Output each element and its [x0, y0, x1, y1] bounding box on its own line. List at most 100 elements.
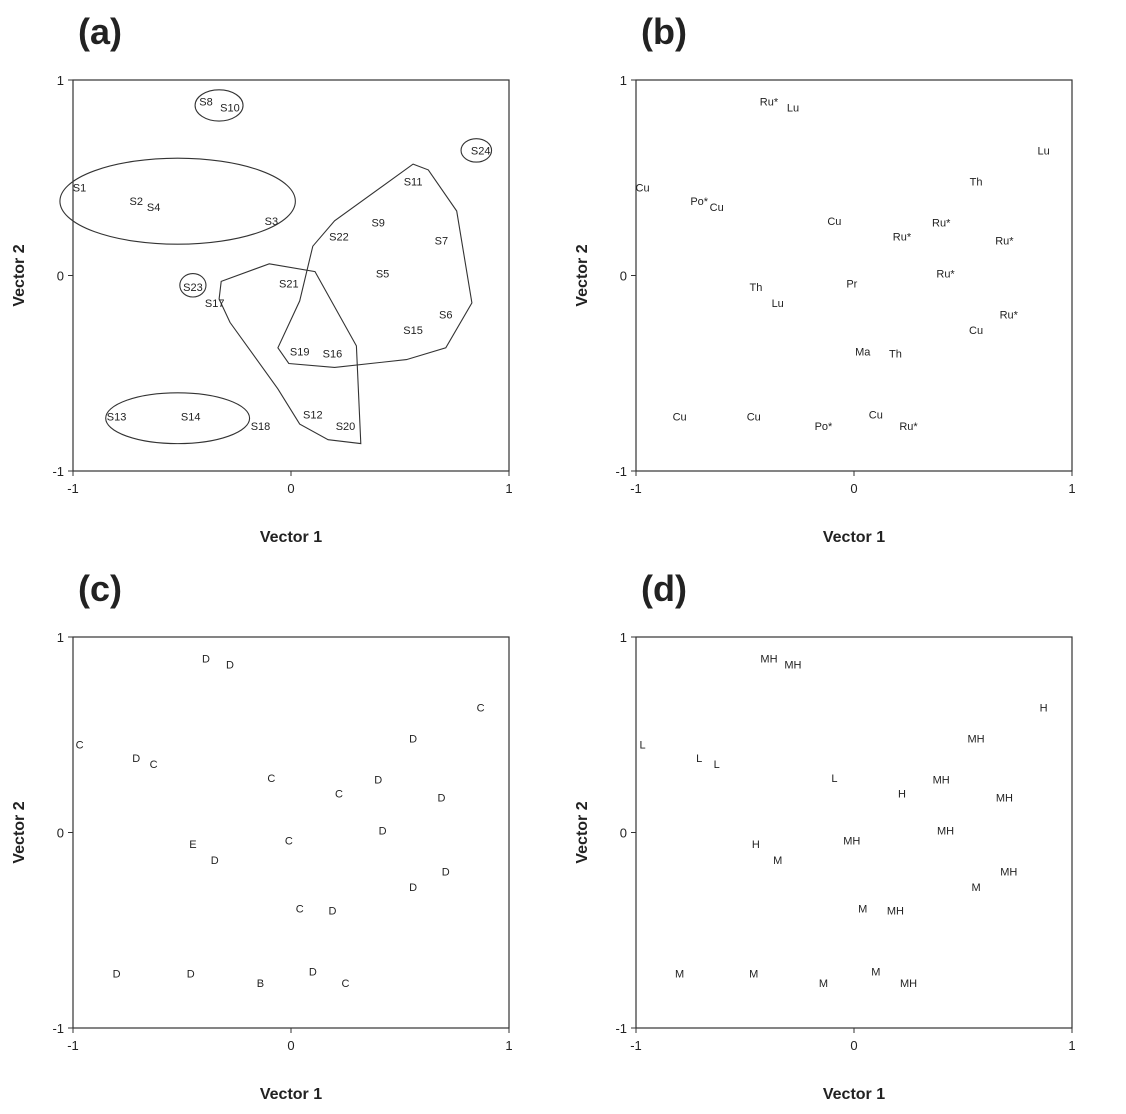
data-point-label: Lu	[787, 102, 799, 114]
data-point-label: S16	[323, 349, 343, 361]
data-point-label: C	[267, 773, 275, 785]
data-point-label: D	[442, 867, 450, 879]
data-point-label: L	[696, 753, 702, 765]
y-tick-label: 0	[620, 826, 627, 841]
data-point-label: D	[379, 826, 387, 838]
data-point-label: Ru*	[936, 269, 955, 281]
data-point-label: S6	[439, 310, 452, 322]
x-tick-label: 0	[287, 1038, 294, 1053]
data-point-label: MH	[843, 835, 860, 847]
cluster-ellipse	[179, 272, 207, 298]
panel-a: (a) -1 0 1 -1 0 1 Vector 1 Vector 2 S8 S10 S24 S1 S2 S…	[0, 0, 563, 557]
data-point-label: Lu	[1038, 145, 1050, 157]
panel-d: (d) -1 0 1 -1 0 1 Vector 1 Vector 2 MH MH H L MH L L L MH…	[563, 557, 1126, 1114]
data-point-label: H	[898, 788, 906, 800]
x-axis-label: Vector 1	[260, 1086, 322, 1103]
data-point-label: S11	[404, 177, 423, 189]
y-axis-label: Vector 2	[574, 801, 591, 863]
data-point-label: MH	[937, 826, 954, 838]
y-tick-label: 1	[57, 73, 64, 88]
data-point-label: Cu	[710, 202, 724, 214]
data-point-label: D	[409, 882, 417, 894]
data-point-label: Po*	[690, 196, 708, 208]
x-tick-label: 1	[505, 481, 512, 496]
data-point-label: MH	[1000, 867, 1017, 879]
y-tick-label: 0	[57, 826, 64, 841]
data-point-label: M	[871, 966, 880, 978]
data-point-label: M	[773, 855, 782, 867]
data-point-label: L	[639, 740, 645, 752]
data-point-label: MH	[784, 659, 801, 671]
data-point-label: Ru*	[899, 421, 918, 433]
x-tick-label: -1	[630, 481, 642, 496]
data-point-label: M	[858, 904, 867, 916]
x-tick-label: -1	[67, 1038, 79, 1053]
panel-label: (b)	[641, 11, 687, 52]
data-point-label: C	[150, 759, 158, 771]
data-point-label: S7	[435, 235, 448, 247]
data-point-label: S9	[371, 218, 384, 230]
y-tick-label: -1	[615, 464, 627, 479]
data-point-label: D	[113, 968, 121, 980]
data-point-label: H	[1040, 702, 1048, 714]
data-point-label: MH	[760, 654, 777, 666]
scatter-plot-b: (b) -1 0 1 -1 0 1 Vector 1 Vector 2 Ru* Lu Lu Cu Th Po…	[574, 11, 1076, 546]
data-point-label: Ru*	[995, 235, 1014, 247]
y-tick-label: -1	[615, 1021, 627, 1036]
cluster-ellipse	[105, 392, 251, 445]
y-tick-label: 1	[620, 630, 627, 645]
plot-frame	[635, 79, 1073, 472]
x-axis-label: Vector 1	[823, 1086, 885, 1103]
y-axis-label: Vector 2	[574, 244, 591, 306]
data-point-label: B	[257, 978, 264, 990]
x-tick-label: 0	[287, 481, 294, 496]
plot-frame	[635, 636, 1073, 1029]
y-axis-label: Vector 2	[11, 801, 28, 863]
data-point-label: Lu	[772, 298, 784, 310]
y-axis-label: Vector 2	[11, 244, 28, 306]
data-point-label: Th	[970, 177, 983, 189]
data-point-label: S13	[107, 411, 127, 423]
data-point-label: Cu	[673, 411, 687, 423]
data-point-label: Cu	[969, 325, 983, 337]
data-point-label: Po*	[815, 421, 833, 433]
data-point-label: S24	[471, 145, 491, 157]
x-tick-label: 0	[850, 481, 857, 496]
data-point-label: S20	[336, 421, 356, 433]
data-point-label: Ru*	[932, 218, 951, 230]
y-tick-label: 0	[620, 269, 627, 284]
panel-label: (d)	[641, 568, 687, 609]
data-point-label: M	[819, 978, 828, 990]
cluster-ellipse	[59, 157, 296, 245]
y-tick-label: 1	[57, 630, 64, 645]
data-point-label: S15	[403, 325, 423, 337]
data-point-label: L	[831, 773, 837, 785]
data-point-label: C	[285, 835, 293, 847]
data-point-label: S5	[376, 269, 389, 281]
data-point-label: D	[409, 734, 417, 746]
data-point-label: S21	[279, 278, 299, 290]
data-point-label: S23	[183, 282, 203, 294]
x-axis-label: Vector 1	[260, 529, 322, 546]
cluster-hull	[218, 263, 362, 445]
data-point-label: Ma	[855, 347, 871, 359]
cluster-ellipse	[460, 138, 493, 163]
plot-frame	[72, 636, 510, 1029]
y-tick-label: 1	[620, 73, 627, 88]
x-tick-label: 1	[1068, 1038, 1075, 1053]
data-point-label: C	[477, 702, 485, 714]
x-tick-label: 1	[1068, 481, 1075, 496]
data-point-label: C	[335, 788, 343, 800]
panel-b: (b) -1 0 1 -1 0 1 Vector 1 Vector 2 Ru* Lu Lu Cu Th Po…	[563, 0, 1126, 557]
data-point-label: M	[749, 968, 758, 980]
data-point-label: S17	[205, 298, 225, 310]
data-point-label: Ru*	[760, 97, 779, 109]
scatter-plot-a: (a) -1 0 1 -1 0 1 Vector 1 Vector 2 S8 S10 S24 S1 S2 S…	[11, 11, 513, 546]
data-point-label: Th	[749, 282, 762, 294]
data-point-label: C	[76, 740, 84, 752]
data-point-label: M	[971, 882, 980, 894]
data-point-label: MH	[933, 775, 950, 787]
data-point-label: D	[374, 775, 382, 787]
